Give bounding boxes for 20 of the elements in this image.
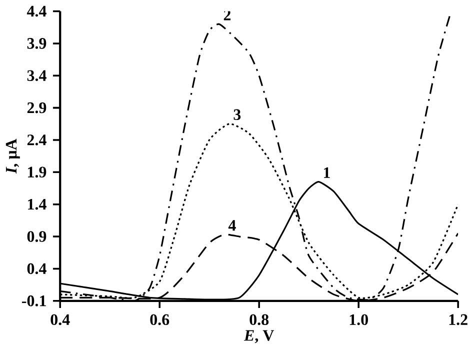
x-tick-label: 1.0 [350, 314, 368, 326]
x-axis-title: E, V [244, 330, 274, 344]
y-tick-label: -0.1 [22, 295, 46, 306]
y-tick-label: 0.9 [27, 231, 46, 242]
y-tick-label: 2.9 [27, 102, 46, 114]
series-label: 1 [324, 167, 330, 178]
y-tick-label: 4.4 [26, 6, 46, 17]
series-label: 3 [234, 109, 241, 120]
x-tick-label: 0.4 [50, 314, 70, 326]
y-tick-label: 3.9 [27, 38, 46, 49]
series-label: 4 [228, 220, 236, 231]
y-tick-label: 2.4 [27, 134, 46, 146]
x-tick-label: 0.8 [250, 314, 269, 326]
x-tick-label: 0.6 [150, 314, 170, 326]
x-tick-label: 1.2 [449, 314, 468, 326]
y-tick-label: 1.9 [28, 166, 46, 178]
y-tick-label: 3.4 [27, 70, 46, 82]
y-tick-label: 0.4 [27, 263, 46, 274]
y-axis-title: I, μA [6, 138, 20, 174]
y-tick-label: 1.4 [28, 198, 46, 210]
